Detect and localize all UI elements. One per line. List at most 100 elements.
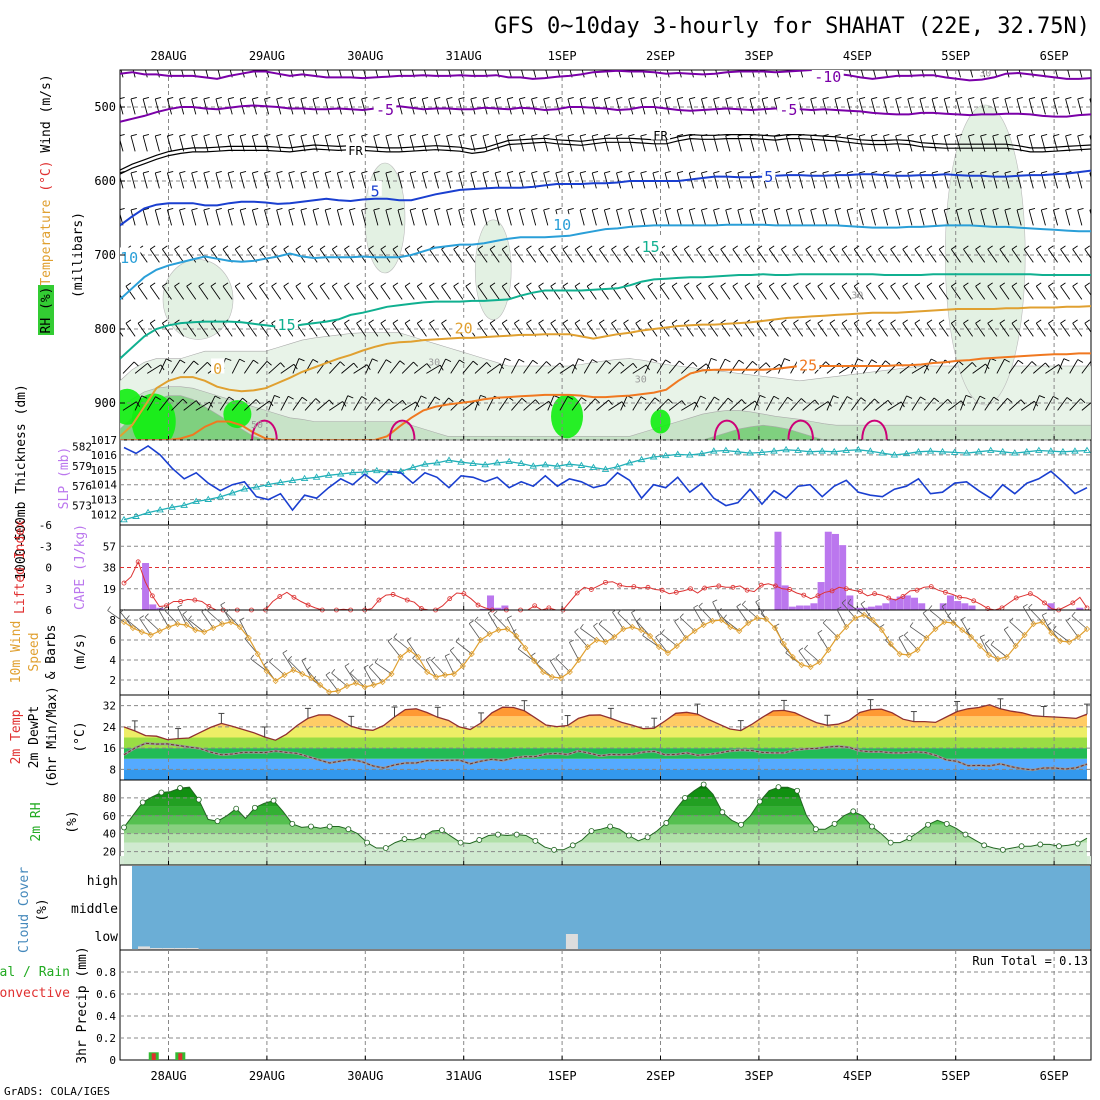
wind-barb — [1065, 135, 1071, 152]
wind-barb-flag — [689, 207, 696, 211]
wind10m-barb-flag — [344, 663, 350, 667]
wind-barb — [251, 98, 257, 115]
wind-label-4: (m/s) — [73, 632, 88, 671]
rh-point — [1074, 840, 1081, 847]
wind-barb-flag — [1039, 395, 1046, 399]
wind-barb-flag — [822, 170, 829, 174]
wind-barb — [239, 172, 245, 189]
wind-barb-flag — [931, 170, 938, 174]
wind-speed-point — [254, 650, 261, 658]
bottom-date-label: 1SEP — [548, 1069, 577, 1083]
wind-barb — [737, 172, 743, 189]
wind10m-barb-flag — [425, 656, 431, 661]
wind-speed-point — [1048, 629, 1055, 637]
li-point — [971, 598, 977, 604]
wind-barb-flag — [999, 319, 1006, 324]
wind-barb-flag — [252, 96, 259, 100]
wind-barb-flag — [215, 96, 222, 100]
wind-barb — [1048, 249, 1058, 263]
wind-barb — [1089, 135, 1091, 142]
li-point — [1042, 600, 1047, 606]
li-tick-label: 0 — [45, 562, 52, 575]
thickness-point — [926, 447, 935, 454]
isotherm-freezing — [120, 133, 1091, 171]
wind-barb-flag — [353, 362, 358, 369]
wind-barb — [618, 70, 622, 78]
temp-band — [124, 705, 1087, 717]
wind-barb-flag — [191, 96, 198, 100]
wind-barb-flag — [465, 245, 471, 250]
wind-barb — [623, 323, 634, 337]
wind-barb-flag — [677, 60, 683, 62]
wind-barb — [603, 98, 609, 115]
wind-barb — [380, 286, 391, 300]
wind-barb-flag — [361, 396, 368, 400]
wind-barb — [883, 209, 889, 226]
wind10m-barb-flag — [536, 659, 541, 665]
wind-barb-flag — [495, 207, 502, 211]
wind10m-barb-flag — [507, 615, 512, 619]
li-point — [688, 586, 693, 592]
wind-barb-flag — [472, 360, 479, 366]
wind-barb — [1035, 286, 1046, 300]
wind-barb-flag — [834, 170, 841, 174]
wind-barb — [996, 359, 1005, 374]
wind-barb-flag — [749, 207, 756, 211]
wind-barb — [834, 135, 840, 152]
wind-barb-flag — [328, 399, 334, 405]
wind-barb-flag — [805, 245, 811, 250]
wind-barb-flag — [222, 282, 229, 287]
wind-barb-flag — [1053, 96, 1060, 100]
wind-barb — [179, 209, 185, 226]
wind-barb-flag — [301, 396, 308, 402]
wind-barb — [656, 359, 666, 374]
wind-barb-flag — [385, 133, 392, 137]
temp-label-3: (6hr Min/Max) — [45, 686, 60, 788]
wind-barb — [125, 286, 136, 300]
wind-barb-flag — [741, 399, 746, 405]
rh-band-fill — [124, 806, 1087, 816]
li-point — [957, 594, 962, 600]
wind-barb-flag — [677, 207, 684, 211]
wind-speed-point — [1066, 638, 1073, 646]
wind10m-barb-flag — [188, 615, 192, 620]
wind-barb — [518, 209, 524, 226]
wind-barb-flag — [902, 245, 908, 250]
wind-barb — [130, 209, 136, 226]
wind-barb — [897, 70, 901, 78]
wind-barb — [477, 249, 488, 263]
wind-barb-flag — [944, 207, 951, 211]
wind-speed-point — [932, 625, 939, 633]
wind-barb-flag — [489, 319, 496, 324]
wind-barb — [708, 286, 719, 300]
wind-barb — [331, 323, 342, 337]
rh-band — [120, 395, 1091, 440]
wind-barb-flag — [349, 133, 356, 137]
wind-barb-flag — [835, 60, 841, 62]
wind-barb — [598, 323, 609, 337]
wind-barb — [446, 135, 452, 152]
wind-barb-flag — [373, 170, 380, 174]
wind-barb — [416, 323, 427, 337]
li-point — [801, 592, 807, 598]
wind-barb — [219, 396, 230, 411]
wind-barb-flag — [671, 245, 678, 250]
wind-barb — [416, 249, 427, 263]
wind-barb-flag — [120, 96, 125, 100]
wind-barb-flag — [453, 282, 459, 287]
wind-barb-flag — [519, 170, 526, 174]
wind-barb — [899, 395, 907, 411]
wind-speed-point — [495, 626, 502, 634]
wind10m-barb — [631, 612, 642, 631]
wind10m-barb — [331, 672, 348, 687]
wind-barb — [174, 286, 185, 300]
wind-speed-point — [878, 626, 885, 634]
wind10m-barb-flag — [617, 609, 622, 614]
wind-barb-flag — [1023, 282, 1030, 287]
wind-barb-flag — [1011, 319, 1018, 324]
cloud-low-bar — [162, 948, 175, 950]
wind-barb-flag — [737, 96, 744, 100]
wind-speed-point — [424, 668, 431, 676]
wind-barb — [523, 399, 536, 411]
wind-barb — [814, 401, 829, 411]
